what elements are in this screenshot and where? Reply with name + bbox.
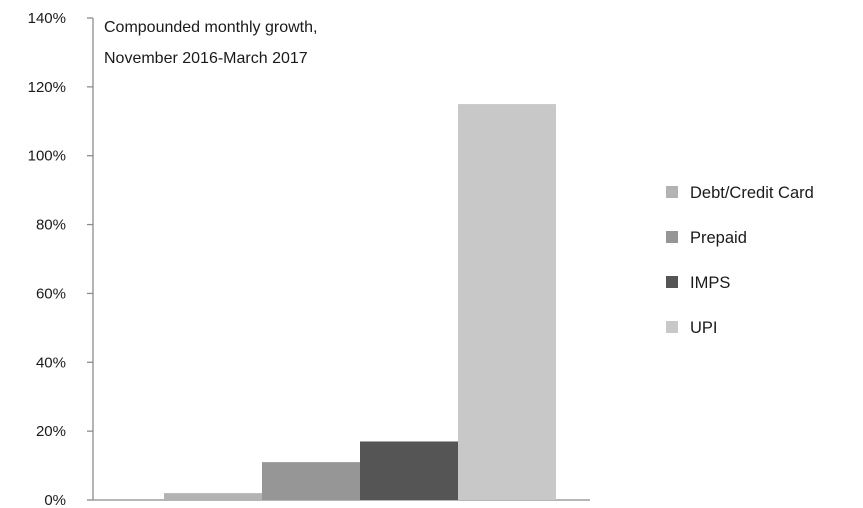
legend-label: Debt/Credit Card — [690, 184, 814, 202]
y-tick-label: 0% — [44, 492, 66, 508]
bar-debt-credit-card — [164, 493, 262, 500]
legend-swatch — [666, 276, 678, 288]
bar-series — [164, 104, 556, 501]
y-tick-label: 120% — [28, 79, 66, 96]
y-tick-label: 20% — [36, 423, 66, 440]
chart-title-line-2: November 2016-March 2017 — [104, 50, 308, 67]
y-tick-label: 40% — [36, 354, 66, 371]
bar-upi — [458, 104, 556, 501]
legend-swatch — [666, 231, 678, 243]
legend-swatch — [666, 321, 678, 333]
legend-label: UPI — [690, 319, 718, 337]
legend-swatch — [666, 186, 678, 198]
y-tick-label: 80% — [36, 217, 66, 234]
y-tick-label: 100% — [28, 148, 66, 165]
y-axis-ticks: 0% 20% 40% 60% 80% 100% 120% 140% — [28, 10, 93, 508]
y-tick-label: 140% — [28, 10, 66, 27]
bar-imps — [360, 441, 458, 500]
chart-title-line-1: Compounded monthly growth, — [104, 19, 317, 36]
legend-label: Prepaid — [690, 229, 747, 247]
legend-label: IMPS — [690, 274, 730, 292]
bar-prepaid — [262, 462, 360, 500]
legend: Debt/Credit Card Prepaid IMPS UPI — [666, 184, 814, 337]
y-tick-label: 60% — [36, 285, 66, 302]
